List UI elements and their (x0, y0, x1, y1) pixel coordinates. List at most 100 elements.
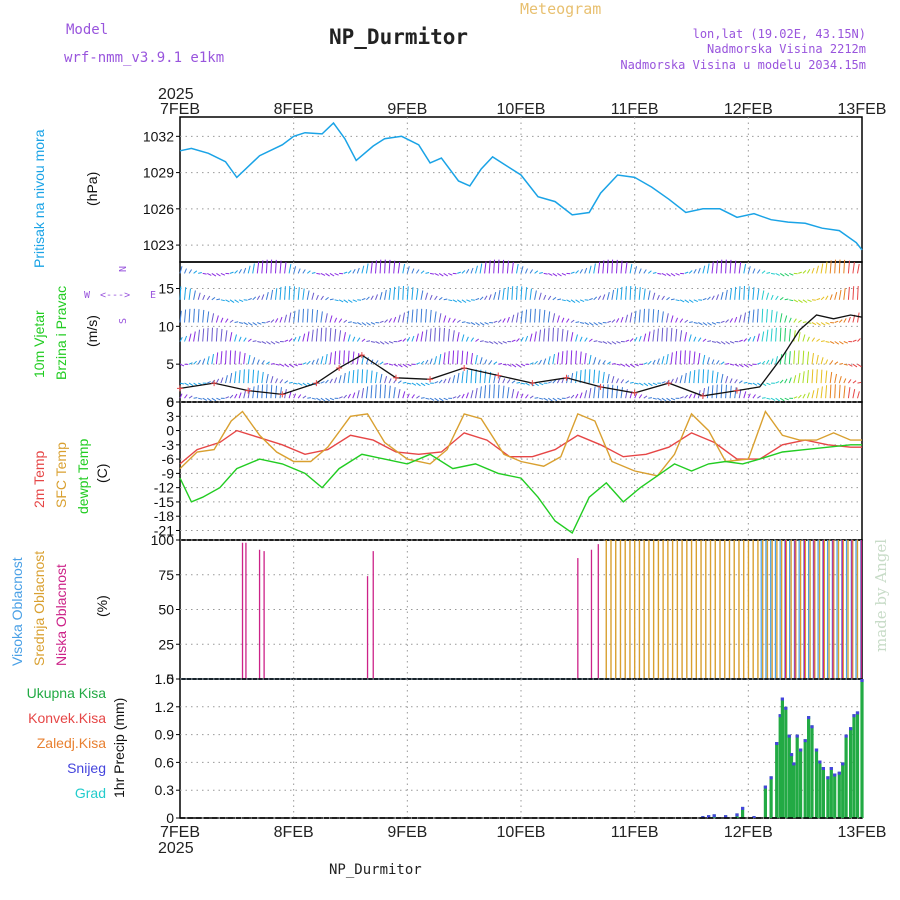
wind-barb (297, 309, 300, 323)
wind-barb (279, 316, 283, 323)
wind-barb (511, 286, 514, 300)
wind-barb (202, 272, 207, 275)
wind-barb (707, 296, 711, 301)
gust-marker (597, 383, 604, 390)
wind-barb (461, 299, 467, 303)
wind-barb (443, 272, 449, 277)
wind-barb (288, 263, 292, 274)
wind-barb (770, 294, 774, 300)
wind-barb (670, 327, 673, 342)
wind-barb (243, 267, 247, 274)
wind-barb (370, 341, 376, 343)
wind-barb (802, 270, 807, 274)
precip-snow-bar (752, 816, 756, 818)
wind-barb (529, 308, 532, 323)
wind-barb (329, 327, 332, 342)
wind-barb (334, 272, 339, 276)
wind-barb (616, 318, 620, 323)
wind-barb (793, 350, 796, 365)
wind-barb (534, 290, 537, 300)
pressure-unit: (hPa) (84, 172, 100, 206)
wind-barb (334, 328, 337, 342)
wind-barb (634, 363, 639, 367)
wind-barb (425, 272, 430, 274)
wind-barb (347, 350, 350, 365)
wind-barb (397, 380, 402, 384)
wind-barb (220, 299, 225, 302)
wind-barb (397, 314, 401, 323)
wind-barb (406, 266, 410, 274)
precip-total-bar (769, 776, 773, 818)
temp-ytick-label: 3 (166, 408, 174, 424)
wind-barb (275, 288, 278, 300)
wind-barb (834, 291, 838, 300)
wind-barb (616, 385, 619, 399)
wind-barb (366, 340, 371, 342)
wind-barb (784, 272, 790, 277)
wind-barb (756, 288, 760, 300)
wind-barb (684, 299, 690, 304)
wind-barb (184, 309, 187, 323)
wind-barb (725, 363, 730, 365)
wind-barb (488, 294, 492, 300)
wind-barb (825, 385, 828, 399)
wind-barb (557, 272, 562, 277)
wind-barb (461, 350, 464, 365)
bottom-year: 2025 (158, 840, 194, 857)
wind-barb (556, 352, 560, 365)
wind-barb (557, 298, 562, 301)
wind-barb (702, 265, 706, 274)
wind-barb (506, 316, 510, 323)
precip-ytick-label: 0.6 (155, 754, 175, 770)
temp-label-2m: 2m Temp (31, 450, 47, 508)
wind-barb (502, 288, 505, 300)
wind-barb (734, 286, 737, 300)
wind-barb (611, 363, 616, 365)
wind-barb (847, 260, 850, 274)
wind-barb (752, 309, 755, 323)
cloud-ytick-label: 100 (151, 532, 175, 548)
wind-barb (634, 393, 638, 399)
wind-barb (811, 353, 814, 365)
wind-barb (456, 372, 460, 384)
wind-barb (688, 334, 692, 342)
wind-barb (747, 337, 752, 342)
wind-barb (343, 332, 346, 342)
wind-barb (416, 395, 420, 399)
wind-barb (516, 381, 521, 384)
wind-barb (370, 322, 376, 325)
wind-barb (802, 299, 808, 303)
wind-barb (465, 336, 469, 342)
wind-barb (802, 321, 807, 323)
wind-barb (679, 318, 684, 323)
wind-barb (297, 268, 301, 274)
pressure-ytick-label: 1029 (143, 165, 174, 181)
wind-barb (834, 384, 836, 399)
top-date-tick-label: 10FEB (497, 101, 546, 118)
bottom-date-tick-label: 11FEB (611, 824, 659, 841)
precip-snow-bar (833, 773, 837, 777)
precip-snow-bar (795, 734, 799, 738)
wind-barb (202, 358, 206, 365)
wind-barb (193, 360, 197, 365)
wind-barb (552, 296, 557, 301)
wind-barb (352, 269, 356, 274)
wind-barb (584, 337, 588, 342)
wind-barb (479, 322, 485, 326)
wind-barb (347, 334, 351, 342)
wind-barb (270, 384, 273, 399)
wind-barb (465, 370, 468, 384)
wind-barb (293, 286, 295, 300)
wind-barb (547, 356, 551, 365)
cloud-ytick-label: 0 (166, 671, 174, 687)
wind-barb (238, 336, 242, 342)
wind-barb (470, 369, 473, 384)
wind-barb (647, 308, 650, 323)
wind-barb (670, 378, 674, 384)
wind-barb (552, 397, 558, 402)
wind-barb (347, 299, 353, 303)
wind-barb (188, 362, 193, 365)
wind-barb (216, 397, 221, 401)
wind-barb (384, 341, 389, 345)
wind-barb (843, 385, 846, 399)
